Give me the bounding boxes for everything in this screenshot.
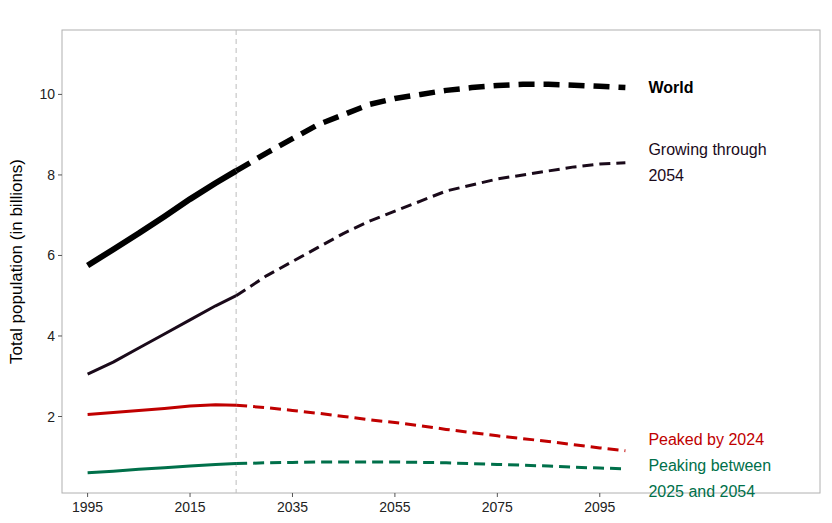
x-tick — [394, 493, 395, 497]
x-tick — [292, 493, 293, 497]
y-tick-label: 6 — [47, 247, 55, 263]
y-tick — [58, 94, 62, 95]
y-tick-label: 2 — [47, 409, 55, 425]
history-line-series — [88, 171, 237, 266]
y-axis-label: Total population (in billions) — [7, 159, 26, 364]
series-label: Growing through 2054 — [648, 141, 766, 184]
series-label-line: Growing through — [648, 141, 766, 158]
y-tick — [58, 416, 62, 417]
x-tick-label: 2055 — [379, 499, 410, 515]
series-label-line: World — [648, 79, 693, 96]
series-label: Peaked by 2024 — [648, 431, 764, 448]
y-tick — [58, 335, 62, 336]
projection-line — [236, 30, 237, 493]
plot-area — [88, 30, 626, 493]
projection-line-series — [236, 405, 625, 451]
y-tick-label: 10 — [39, 86, 55, 102]
chart: 2 4 6 8 10 1995 2015 2035 2055 2075 2095 Total popu… — [0, 0, 832, 523]
x-tick-label: 2035 — [277, 499, 308, 515]
x-tick-label: 2075 — [482, 499, 513, 515]
x-tick — [190, 493, 191, 497]
x-tick — [497, 493, 498, 497]
series-label-line: 2054 — [648, 167, 684, 184]
history-line-series — [88, 405, 237, 415]
series-label: Peaking between 2025 and 2054 — [648, 457, 771, 500]
series-label-line: 2025 and 2054 — [648, 483, 755, 500]
x-tick — [87, 493, 88, 497]
y-tick — [58, 255, 62, 256]
history-line-series — [88, 296, 237, 375]
y-tick — [58, 174, 62, 175]
x-tick-label: 1995 — [72, 499, 103, 515]
series-label: World — [648, 79, 693, 96]
series-label-line: Peaked by 2024 — [648, 431, 764, 448]
projection-line-series — [236, 462, 625, 469]
x-tick-label: 2015 — [174, 499, 205, 515]
history-line-series — [88, 464, 237, 473]
projection-line-series — [236, 84, 625, 171]
x-tick — [599, 493, 600, 497]
y-tick-label: 4 — [47, 328, 55, 344]
y-tick-label: 8 — [47, 167, 55, 183]
plot-frame — [62, 30, 820, 493]
series-label-line: Peaking between — [648, 457, 771, 474]
x-tick-label: 2095 — [584, 499, 615, 515]
projection-line-series — [236, 163, 625, 296]
